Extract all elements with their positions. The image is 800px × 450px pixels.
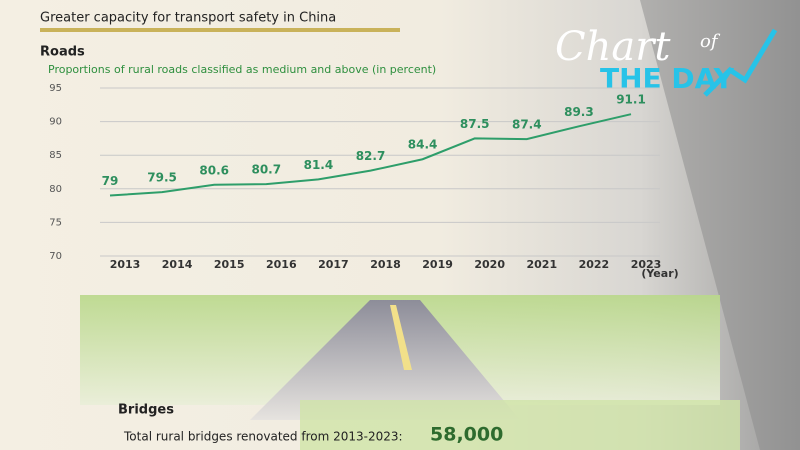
y-tick-label: 75 [49, 217, 62, 228]
data-label: 79 [102, 174, 119, 188]
logo-sub: THE DAY [600, 62, 735, 95]
y-tick-label: 90 [49, 117, 62, 128]
data-label: 79.5 [147, 171, 177, 185]
data-label: 80.6 [199, 163, 229, 177]
data-label: 87.4 [512, 118, 542, 132]
x-tick-label: 2018 [370, 258, 401, 271]
subtitle: Proportions of rural roads classified as… [48, 63, 436, 76]
data-label: 87.5 [460, 117, 490, 131]
x-tick-label: 2013 [110, 258, 141, 271]
section-heading: Roads [40, 45, 85, 60]
shadow [640, 0, 800, 450]
x-axis-label: (Year) [641, 267, 678, 280]
title-underline [40, 28, 400, 32]
data-label: 91.1 [616, 93, 646, 107]
y-tick-label: 95 [49, 83, 62, 94]
title: Greater capacity for transport safety in… [40, 11, 336, 26]
bridge-panel [300, 400, 740, 450]
x-tick-label: 2023 [631, 258, 662, 271]
bridges-heading: Bridges [118, 403, 174, 418]
logo-word: Chart [555, 24, 671, 70]
bridges-text: Total rural bridges renovated from 2013-… [123, 430, 403, 444]
x-tick-label: 2021 [526, 258, 557, 271]
x-tick-label: 2015 [214, 258, 245, 271]
data-label: 89.3 [564, 105, 594, 119]
data-label: 84.4 [408, 138, 438, 152]
data-label: 82.7 [356, 149, 386, 163]
logo-small: of [700, 31, 721, 52]
x-tick-label: 2020 [474, 258, 505, 271]
bridges-value: 58,000 [430, 424, 503, 446]
x-tick-label: 2019 [422, 258, 453, 271]
road-line [390, 305, 412, 370]
data-label: 80.7 [251, 163, 281, 177]
y-tick-label: 70 [49, 251, 62, 262]
data-label: 81.4 [304, 158, 334, 172]
logo-arrow [703, 28, 778, 97]
y-tick-label: 80 [49, 184, 62, 195]
x-tick-label: 2022 [579, 258, 610, 271]
y-tick-label: 85 [49, 150, 62, 161]
x-tick-label: 2016 [266, 258, 297, 271]
data-line [109, 113, 632, 197]
road [250, 300, 520, 420]
x-tick-label: 2014 [162, 258, 193, 271]
x-tick-label: 2017 [318, 258, 349, 271]
